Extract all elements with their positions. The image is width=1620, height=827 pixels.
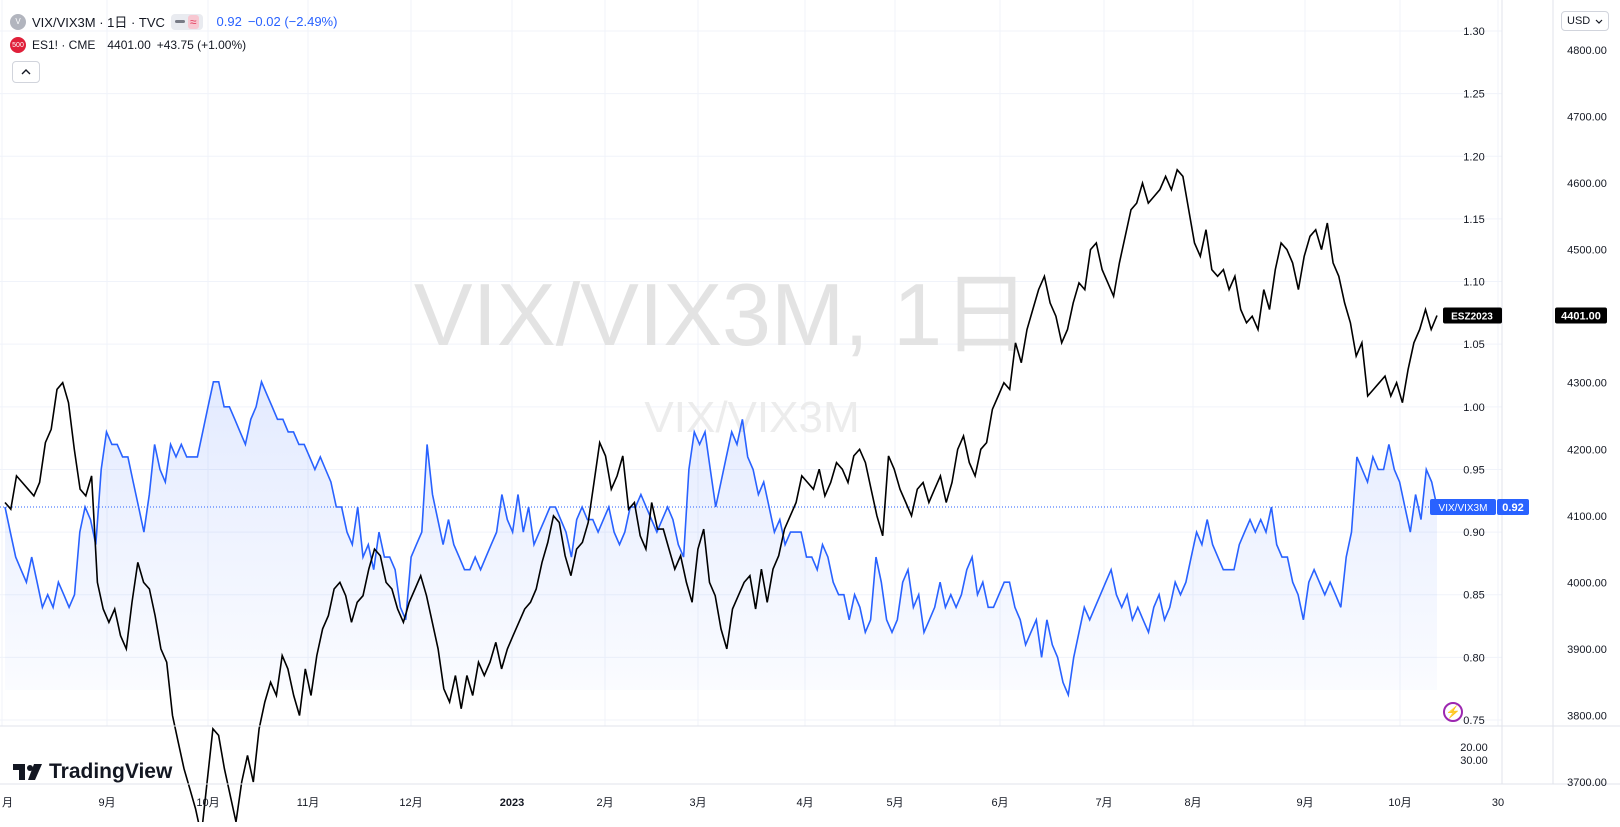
watermark-sub: VIX/VIX3M	[644, 393, 859, 442]
watermark-main: VIX/VIX3M, 1日	[414, 265, 1030, 364]
left-tick-label: 0.90	[1463, 527, 1484, 539]
legend-collapse-button[interactable]	[12, 61, 40, 83]
vix-name-label: VIX/VIX3M	[1439, 503, 1488, 514]
left-tick-label: 0.85	[1463, 590, 1484, 602]
left-tick-label: 1.30	[1463, 26, 1484, 38]
es-price-label: 4401.00	[1561, 311, 1601, 323]
right-tick-label: 4100.00	[1567, 511, 1607, 523]
right-tick-label: 4000.00	[1567, 577, 1607, 589]
main-change: −0.02 (−2.49%)	[247, 14, 338, 29]
left-tick-label: 0.75	[1463, 715, 1484, 727]
sub-tick-label: 20.00	[1460, 742, 1488, 754]
series-style-pill[interactable]: ≈	[170, 13, 203, 30]
compare-series-legend[interactable]: 500 ES1! · CME 4401.00 +43.75 (+1.00%)	[10, 37, 246, 53]
right-tick-label: 3900.00	[1567, 644, 1607, 656]
time-tick-label: 10月	[196, 797, 219, 809]
right-tick-label: 4700.00	[1567, 112, 1607, 124]
time-tick-label: 7月	[1095, 797, 1112, 809]
left-tick-label: 1.20	[1463, 151, 1484, 163]
es-name-label: ESZ2023	[1451, 312, 1493, 323]
time-tick-label: 10月	[1388, 797, 1411, 809]
time-tick-label: 5月	[886, 797, 903, 809]
dash-icon	[174, 20, 185, 23]
left-tick-label: 1.00	[1463, 402, 1484, 414]
right-price-scale[interactable]: 4800.004700.004600.004500.004400.004300.…	[1567, 45, 1607, 789]
time-tick-label: 9月	[1296, 797, 1313, 809]
currency-label: USD	[1567, 15, 1591, 27]
time-tick-label: 2月	[596, 797, 613, 809]
left-tick-label: 1.25	[1463, 89, 1484, 101]
es-series-line[interactable]	[4, 168, 1438, 827]
left-tick-label: 1.05	[1463, 339, 1484, 351]
time-tick-label: 9月	[98, 797, 115, 809]
time-tick-label: 8月	[1184, 797, 1201, 809]
vix-area-fill	[5, 381, 1437, 695]
left-tick-label: 1.15	[1463, 214, 1484, 226]
main-symbol-badge: V	[10, 13, 26, 30]
right-tick-label: 4600.00	[1567, 178, 1607, 190]
sub-tick-label: 30.00	[1460, 755, 1488, 767]
time-scale[interactable]: 月 9月 10月 11月 12月 2023 2月 3月 4月 5月 6月 7月 8月 9月 10月 30	[2, 797, 1504, 809]
compare-change: +43.75 (+1.00%)	[156, 38, 247, 52]
vix-name-tag	[1430, 499, 1496, 516]
time-tick-label: 2023	[500, 797, 524, 809]
time-tick-label: 11月	[297, 797, 319, 809]
main-symbol-label[interactable]: VIX/VIX3M · 1日 · TVC	[32, 15, 165, 30]
chevron-up-icon	[21, 69, 31, 75]
right-tick-label: 4200.00	[1567, 444, 1607, 456]
time-tick-label: 12月	[399, 797, 422, 809]
time-tick-label: 3月	[689, 797, 706, 809]
compare-value: 4401.00	[107, 38, 151, 52]
right-tick-label: 4500.00	[1567, 245, 1607, 257]
right-tick-label: 3800.00	[1567, 710, 1607, 722]
price-labels: ESZ2023 4401.00 VIX/VIX3M 0.92	[1430, 307, 1607, 516]
time-tick-label: 30	[1492, 797, 1504, 809]
vix-price-label: 0.92	[1502, 502, 1523, 514]
time-tick-label: 4月	[796, 797, 813, 809]
time-tick-label: 月	[2, 797, 13, 809]
left-price-scale[interactable]: 1.30 1.25 1.20 1.15 1.10 1.05 1.00 0.95 0.90 0.85…	[1463, 26, 1484, 727]
right-tick-label: 4800.00	[1567, 45, 1607, 57]
left-tick-label: 1.10	[1463, 277, 1484, 289]
wave-icon: ≈	[187, 14, 199, 29]
lightning-icon[interactable]: ⚡	[1443, 702, 1463, 722]
vix-series-line[interactable]	[4, 379, 1438, 698]
left-tick-label: 0.95	[1463, 464, 1484, 476]
time-tick-label: 6月	[991, 797, 1008, 809]
left-tick-label: 0.80	[1463, 652, 1484, 664]
compare-symbol-label[interactable]: ES1! · CME	[32, 38, 96, 52]
chevron-down-icon	[1595, 19, 1603, 24]
vix-price-tag	[1497, 499, 1529, 516]
es-price-tag	[1555, 307, 1607, 324]
currency-selector[interactable]: USD	[1561, 11, 1609, 31]
main-series-legend[interactable]: V VIX/VIX3M · 1日 · TVC ≈ 0.92 −0.02 (−2.…	[10, 12, 337, 31]
compare-symbol-badge: 500	[10, 37, 26, 53]
main-value: 0.92	[216, 14, 242, 29]
tradingview-logo[interactable]: TradingView	[13, 760, 172, 784]
es-name-tag	[1443, 307, 1502, 324]
right-tick-label: 3700.00	[1567, 777, 1607, 789]
logo-text: TradingView	[49, 760, 173, 783]
tradingview-logo-icon	[13, 764, 42, 780]
series-layer	[0, 168, 1438, 827]
right-tick-label: 4300.00	[1567, 378, 1607, 390]
